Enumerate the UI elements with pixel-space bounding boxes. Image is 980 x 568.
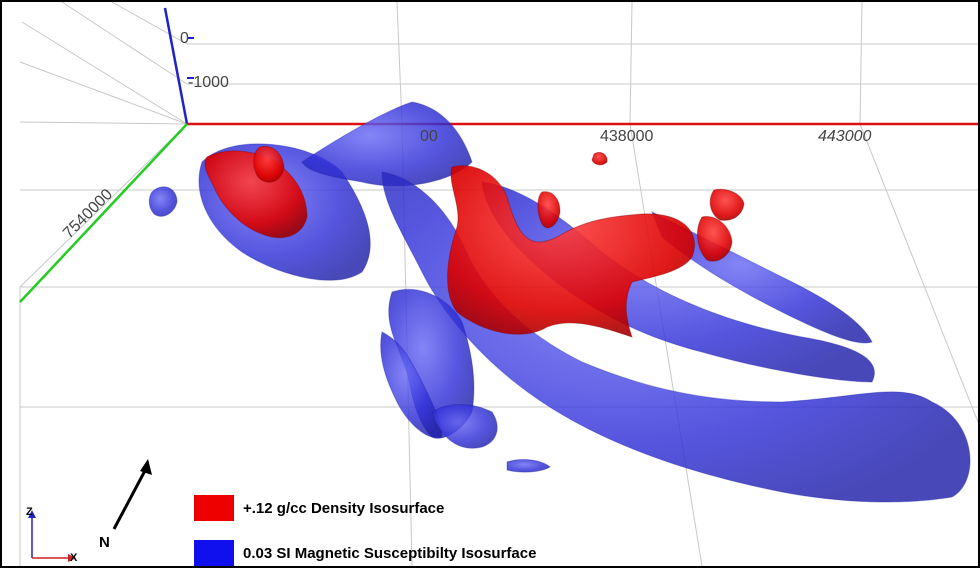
triad-z-label: Z bbox=[26, 506, 33, 518]
density-isosurface bbox=[204, 145, 745, 338]
legend-item-magnetic: 0.03 SI Magnetic Susceptibilty Isosurfac… bbox=[194, 540, 536, 566]
grid-lines bbox=[19, 2, 978, 566]
northing-axis bbox=[19, 123, 188, 303]
vertical-axis bbox=[163, 7, 189, 125]
easting-tick-1: 443000 bbox=[818, 128, 872, 145]
axis-triad-icon bbox=[28, 510, 76, 562]
legend-label-density: +.12 g/cc Density Isosurface bbox=[243, 499, 445, 517]
triad-x-label: X bbox=[70, 552, 78, 564]
vertical-tick-1: -1000 bbox=[188, 74, 229, 91]
north-label: N bbox=[99, 534, 110, 551]
legend-swatch-red bbox=[194, 495, 234, 521]
easting-tick-partial: 00 bbox=[420, 128, 438, 145]
easting-tick-0: 438000 bbox=[600, 128, 654, 145]
legend-item-density: +.12 g/cc Density Isosurface bbox=[194, 495, 444, 521]
legend-swatch-blue bbox=[194, 540, 234, 566]
north-arrow-icon bbox=[112, 459, 152, 530]
legend-label-magnetic: 0.03 SI Magnetic Susceptibilty Isosurfac… bbox=[243, 544, 537, 562]
vertical-tick-0: 0 bbox=[180, 30, 189, 47]
